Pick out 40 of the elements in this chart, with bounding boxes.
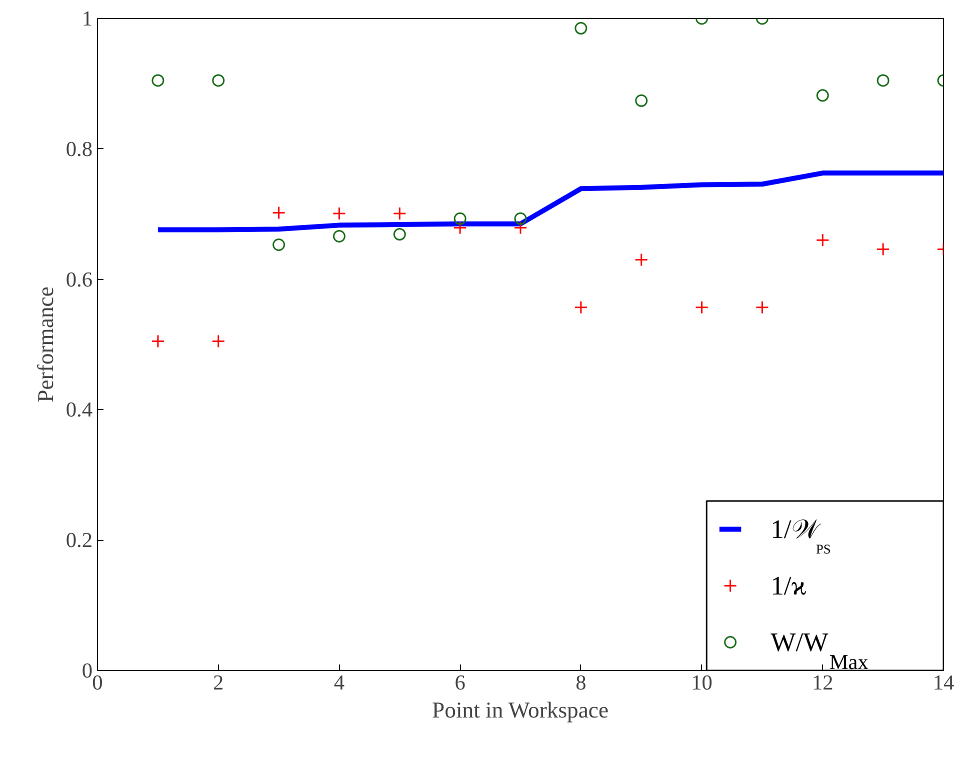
- point: [392, 206, 406, 220]
- point: [332, 206, 346, 220]
- y-tick-label: 0.2: [66, 528, 93, 552]
- point: [876, 74, 890, 87]
- point: [332, 230, 346, 243]
- point: [755, 300, 769, 314]
- x-tick-label: 10: [691, 670, 712, 694]
- point: [272, 238, 286, 251]
- point: [816, 89, 829, 102]
- point: [574, 300, 588, 314]
- y-axis-title: Performance: [32, 286, 58, 402]
- point: [453, 221, 467, 235]
- point: [635, 94, 648, 107]
- x-tick-label: 14: [932, 670, 954, 694]
- x-axis-title: Point in Workspace: [432, 698, 609, 722]
- x-tick-label: 12: [812, 670, 834, 694]
- point: [514, 212, 527, 225]
- point: [816, 233, 830, 247]
- point: [212, 334, 226, 348]
- x-tick-label: 8: [576, 670, 586, 694]
- x-tick-label: 4: [334, 670, 345, 694]
- point: [272, 206, 286, 220]
- y-tick-label: 0.4: [66, 398, 93, 422]
- legend-label: 1/ϰ: [770, 570, 806, 601]
- y-tick-label: 0.6: [66, 267, 93, 292]
- point: [574, 22, 588, 35]
- y-tick-label: 1: [82, 6, 93, 30]
- point: [152, 74, 164, 87]
- legend-label: 1/𝒲PS: [770, 514, 831, 556]
- x-tick-label: 6: [454, 670, 466, 694]
- x-tick-label: 2: [213, 670, 224, 694]
- point: [876, 242, 890, 256]
- point: [454, 212, 466, 225]
- point: [695, 300, 709, 314]
- point: [212, 74, 225, 87]
- point: [514, 221, 528, 235]
- point: [634, 252, 648, 266]
- y-tick-label: 0.8: [66, 136, 93, 161]
- point: [151, 334, 165, 348]
- point: [393, 228, 406, 241]
